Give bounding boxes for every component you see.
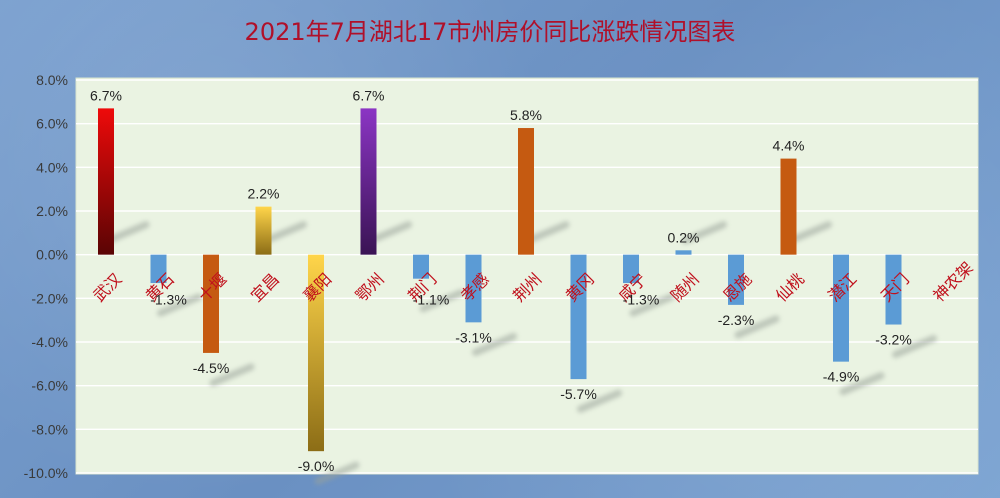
bar-天门	[885, 254, 902, 325]
bar-宜昌	[255, 206, 272, 255]
bar-shadow	[209, 363, 255, 387]
bar-荆州	[518, 128, 534, 255]
y-tick-label: -8.0%	[31, 421, 68, 437]
bar-黄石	[150, 254, 167, 284]
bar-随州	[675, 250, 692, 255]
bar-shadow	[682, 221, 727, 245]
chart-title: 2021年7月湖北17市州房价同比涨跌情况图表	[245, 18, 736, 46]
data-label: 6.7%	[353, 87, 385, 103]
data-labels: 6.7% -1.3% -4.5% 2.2% -9.0% 6.7% -1.1% -3.1% 5.8…	[90, 87, 912, 474]
y-tick-label: -10.0%	[24, 465, 68, 481]
y-axis-ticks: 8.0% 6.0% 4.0% 2.0% 0.0% -2.0% -4.0% -6.0% -8.0%…	[24, 72, 68, 481]
y-tick-label: 4.0%	[36, 159, 68, 175]
data-label: 0.2%	[668, 229, 700, 245]
bar-shadows	[104, 221, 937, 485]
y-tick-label: -4.0%	[31, 334, 68, 350]
bar-恩施	[728, 254, 744, 305]
y-tick-label: 0.0%	[36, 247, 68, 263]
bar-shadow	[472, 332, 517, 356]
y-tick-label: -2.0%	[31, 290, 68, 306]
data-label: 5.8%	[510, 107, 542, 123]
data-label: -1.3%	[623, 292, 660, 308]
bar-shadow	[892, 335, 937, 359]
data-label: -4.5%	[193, 360, 230, 376]
bar-shadow	[577, 389, 622, 413]
data-label: 4.4%	[773, 138, 805, 154]
y-tick-label: 6.0%	[36, 116, 68, 132]
data-label: -4.9%	[823, 369, 860, 385]
y-tick-label: -6.0%	[31, 378, 68, 394]
bar-shadow	[104, 221, 150, 245]
bar-shadow	[839, 372, 885, 396]
data-label: -1.3%	[150, 292, 187, 308]
data-label: -2.3%	[718, 312, 755, 328]
data-label: -3.2%	[875, 332, 912, 348]
bar-shadow	[157, 293, 202, 317]
data-label: -3.1%	[455, 329, 492, 345]
bars	[98, 108, 902, 452]
data-label: 6.7%	[90, 87, 122, 103]
bar-潜江	[833, 254, 849, 362]
bar-shadow	[524, 221, 570, 245]
bar-孝感	[465, 254, 482, 323]
data-label: -5.7%	[560, 386, 597, 402]
bar-黄冈	[570, 254, 587, 380]
data-label: 2.2%	[248, 186, 280, 202]
y-tick-label: 2.0%	[36, 203, 68, 219]
bar-shadow	[419, 289, 465, 313]
bar-仙桃	[780, 158, 797, 255]
bar-襄阳	[308, 254, 324, 452]
bar-鄂州	[360, 108, 377, 255]
bar-shadow	[367, 221, 412, 245]
data-label: -1.1%	[413, 292, 450, 308]
bar-咸宁	[623, 254, 639, 284]
bar-武汉	[98, 108, 114, 255]
bar-十堰	[203, 254, 219, 353]
y-tick-label: 8.0%	[36, 72, 68, 88]
bar-荆门	[413, 254, 429, 279]
bar-shadow	[787, 221, 832, 245]
bar-shadow	[314, 461, 360, 485]
data-label: -9.0%	[298, 458, 335, 474]
bar-shadow	[262, 221, 307, 245]
bar-shadow	[629, 293, 675, 317]
bar-shadow	[734, 315, 780, 339]
